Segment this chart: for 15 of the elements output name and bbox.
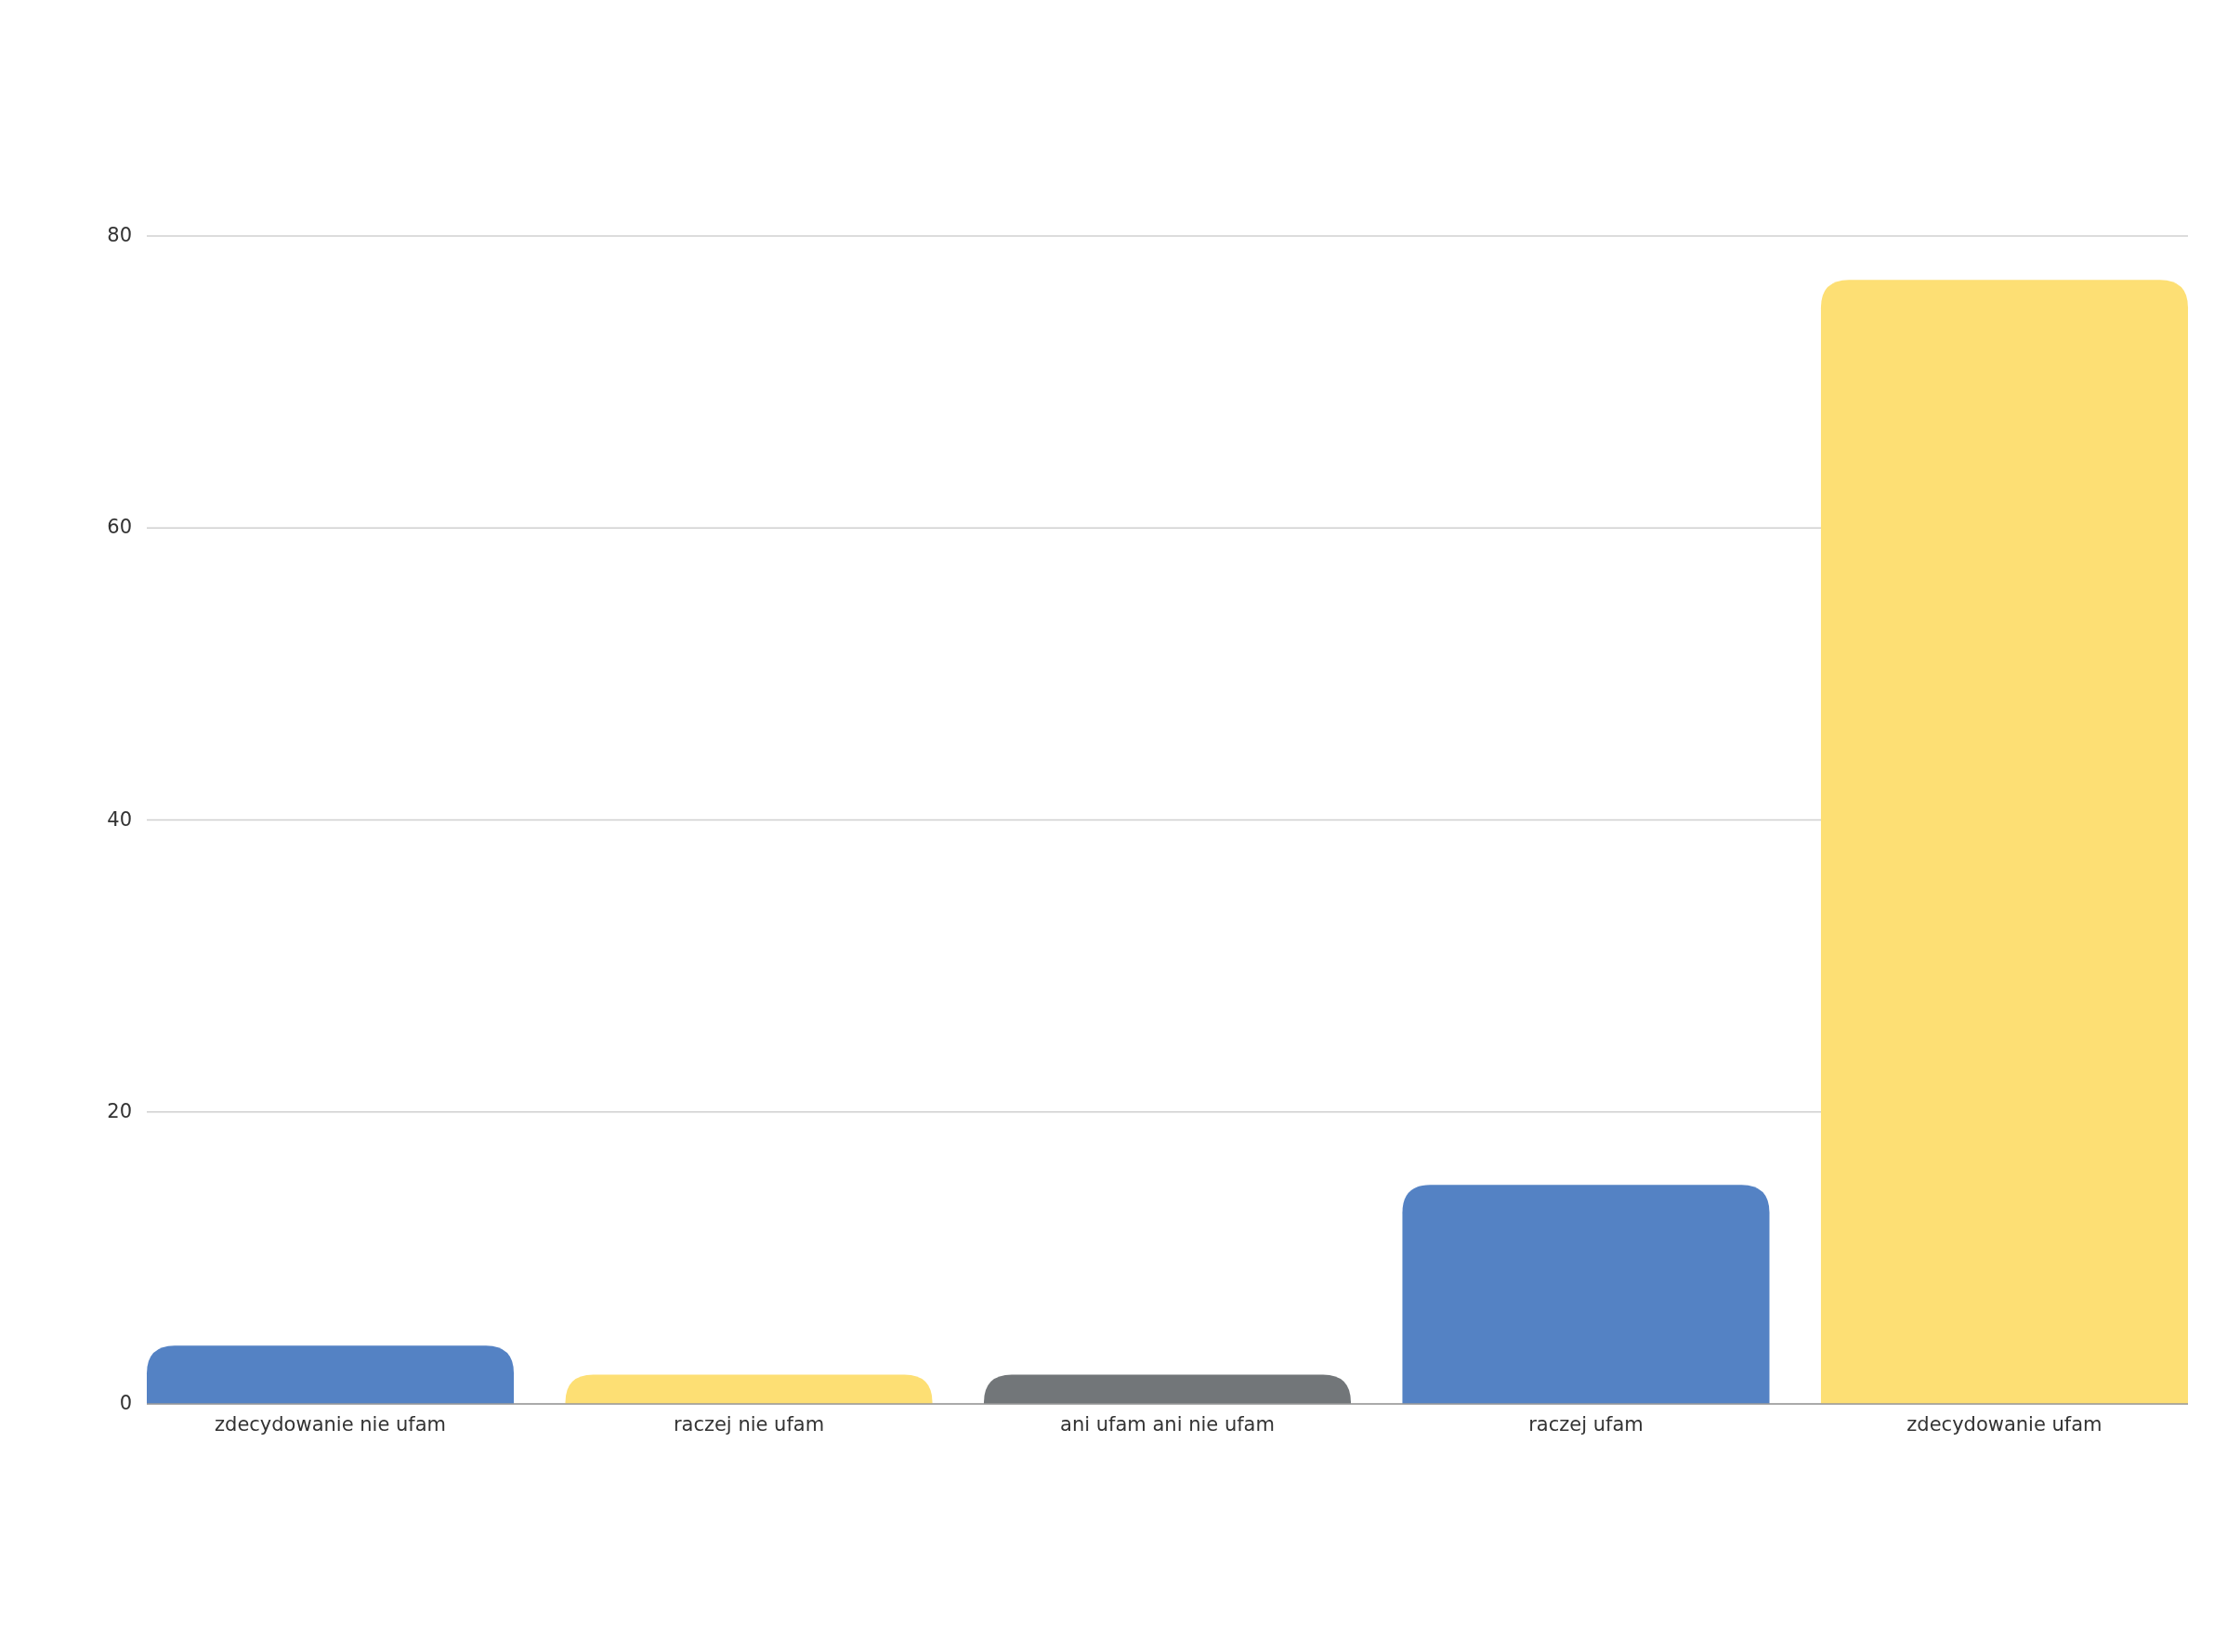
x-tick-label: raczej nie ufam	[673, 1413, 825, 1436]
x-tick-label: raczej ufam	[1528, 1413, 1644, 1436]
bar	[565, 1374, 933, 1404]
bar	[983, 1374, 1352, 1404]
x-tick-label: zdecydowanie nie ufam	[215, 1413, 447, 1436]
y-tick-label: 80	[107, 224, 132, 246]
x-tick-label: zdecydowanie ufam	[1906, 1413, 2103, 1436]
y-tick-label: 0	[119, 1392, 132, 1414]
y-tick-label: 40	[107, 807, 132, 831]
bar	[1402, 1185, 1770, 1404]
x-tick-label: ani ufam ani nie ufam	[1060, 1413, 1275, 1436]
bar	[147, 1345, 515, 1404]
bar	[1820, 280, 2188, 1404]
y-tick-label: 60	[107, 516, 132, 539]
y-tick-label: 20	[107, 1099, 132, 1122]
